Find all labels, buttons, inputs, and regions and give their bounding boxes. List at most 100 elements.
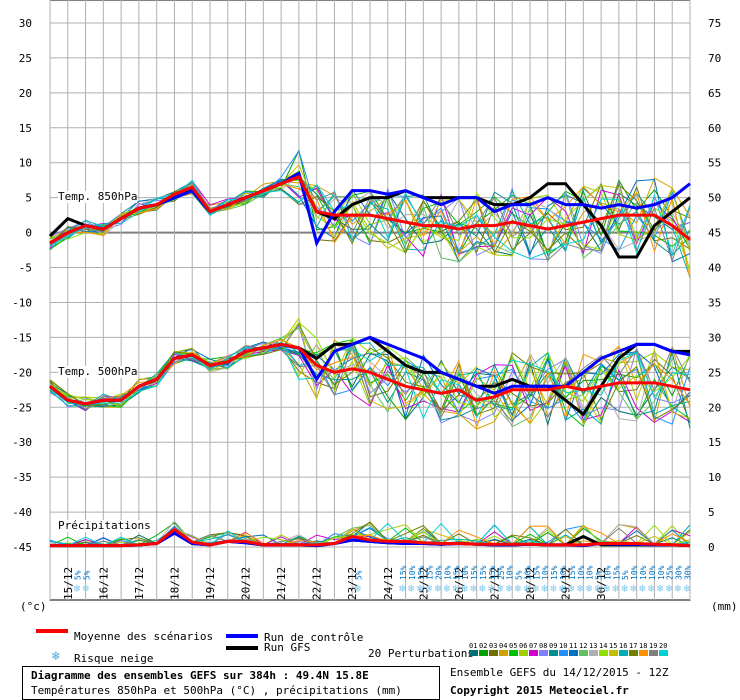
snow-risk-label: 10% (577, 565, 586, 580)
x-tick-label: 27/12 (488, 567, 501, 600)
perturbation-swatch (599, 650, 608, 656)
perturbation-swatch (519, 650, 528, 656)
label-precip: Précipitations (58, 519, 151, 532)
perturbation-swatch (509, 650, 518, 656)
snow-risk-label: 10% (648, 565, 657, 580)
snow-risk-label: 25% (666, 565, 675, 580)
snow-risk-icon: ❄ (639, 582, 646, 595)
perturbation-number: 15 (609, 642, 618, 650)
snow-risk-label: 10% (559, 565, 568, 580)
snow-risk-label: 15% (568, 565, 577, 580)
right-tick-label: 30 (708, 331, 721, 344)
left-tick-label: 25 (19, 52, 32, 65)
right-tick-label: 40 (708, 262, 721, 275)
legend-control-label: Run de contrôle (264, 631, 364, 644)
snow-risk-label: 5% (83, 570, 92, 580)
snow-risk-label: 10% (639, 565, 648, 580)
right-tick-label: 70 (708, 52, 721, 65)
legend-gfs-label: Run GFS (264, 641, 311, 654)
snow-risk-label: 5% (515, 570, 524, 580)
right-tick-label: 15 (708, 436, 721, 449)
snow-risk-label: 15% (426, 565, 435, 580)
x-tick-label: 15/12 (62, 567, 75, 600)
right-axis-unit: (mm) (711, 600, 738, 613)
snow-risk-icon: ❄ (470, 582, 477, 595)
x-tick-label: 17/12 (133, 567, 146, 600)
perturbation-swatch (579, 650, 588, 656)
snow-risk-icon: ❄ (355, 582, 362, 595)
snow-risk-icon: ❄ (568, 582, 575, 595)
perturbation-number: 13 (589, 642, 598, 650)
perturbation-number: 04 (499, 642, 508, 650)
legend-control-swatch (226, 634, 258, 638)
perturbation-swatch (489, 650, 498, 656)
perturbation-19-t500-line (49, 345, 691, 423)
copyright-label: Copyright 2015 Meteociel.fr (450, 684, 629, 697)
snow-risk-icon: ❄ (506, 582, 513, 595)
snow-risk-label: 10% (523, 565, 532, 580)
left-tick-label: -40 (12, 506, 32, 519)
left-tick-label: 20 (19, 87, 32, 100)
x-tick-label: 28/12 (524, 567, 537, 600)
snow-risk-icon: ❄ (595, 582, 602, 595)
x-tick-label: 18/12 (168, 567, 181, 600)
snow-risk-label: 5% (355, 570, 364, 580)
left-tick-label: -30 (12, 436, 32, 449)
perturbation-number: 16 (619, 642, 628, 650)
legend-gfs-swatch (226, 646, 258, 650)
snow-risk-icon: ❄ (603, 582, 610, 595)
snow-risk-label: 5% (595, 570, 604, 580)
left-tick-label: -5 (19, 262, 32, 275)
snow-risk-icon: ❄ (675, 582, 682, 595)
x-tick-label: 25/12 (417, 567, 430, 600)
perturbation-swatch (629, 650, 638, 656)
snow-risk-label: 10% (603, 565, 612, 580)
perturbation-number: 05 (509, 642, 518, 650)
right-tick-label: 5 (708, 506, 715, 519)
perturbation-15-t850-line (49, 163, 691, 253)
x-tick-label: 29/12 (560, 567, 573, 600)
snow-risk-label: 30% (675, 565, 684, 580)
perturbation-swatch (479, 650, 488, 656)
snow-risk-icon: ❄ (559, 582, 566, 595)
perturbation-swatch (619, 650, 628, 656)
snow-risk-icon: ❄ (83, 582, 90, 595)
snow-risk-icon: ❄ (497, 582, 504, 595)
left-tick-label: -35 (12, 471, 32, 484)
series-moyenne-des-scénarios-t850-line (49, 174, 691, 245)
snow-risk-icon: ❄ (666, 582, 673, 595)
snow-risk-icon: ❄ (479, 582, 486, 595)
snow-risk-icon: ❄ (532, 582, 539, 595)
perturbation-swatch (549, 650, 558, 656)
snow-risk-label: 5% (621, 570, 630, 580)
snow-risk-label: 15% (612, 565, 621, 580)
snow-risk-icon: ❄ (408, 582, 415, 595)
snow-risk-icon: ❄ (435, 582, 442, 595)
snow-risk-label: 15% (479, 565, 488, 580)
label-500hpa: Temp. 500hPa (58, 365, 138, 378)
snow-risk-icon: ❄ (550, 582, 557, 595)
left-tick-label: -45 (12, 541, 32, 554)
snow-risk-label: 10% (541, 565, 550, 580)
snow-risk-icon: ❄ (612, 582, 619, 595)
snow-risk-icon: ❄ (657, 582, 664, 595)
left-axis-unit: (°c) (20, 600, 47, 613)
footer-title: Diagramme des ensembles GEFS sur 384h : … (31, 669, 369, 682)
right-tick-label: 65 (708, 87, 721, 100)
left-tick-label: 30 (19, 17, 32, 30)
snow-risk-label: 15% (399, 565, 408, 580)
left-tick-label: 10 (19, 157, 32, 170)
legend-snow-label: Risque neige (74, 652, 154, 665)
left-tick-label: 0 (25, 227, 32, 240)
right-tick-label: 25 (708, 366, 721, 379)
perturbation-swatch (649, 650, 658, 656)
series-moyenne-des-scénarios-precip-line (50, 527, 691, 548)
snow-risk-label: 15% (452, 565, 461, 580)
snow-risk-icon: ❄ (452, 582, 459, 595)
left-tick-label: 5 (25, 192, 32, 205)
snow-risk-label: 10% (630, 565, 639, 580)
snow-risk-icon: ❄ (443, 582, 450, 595)
perturbation-number: 14 (599, 642, 608, 650)
perturbation-swatch (499, 650, 508, 656)
